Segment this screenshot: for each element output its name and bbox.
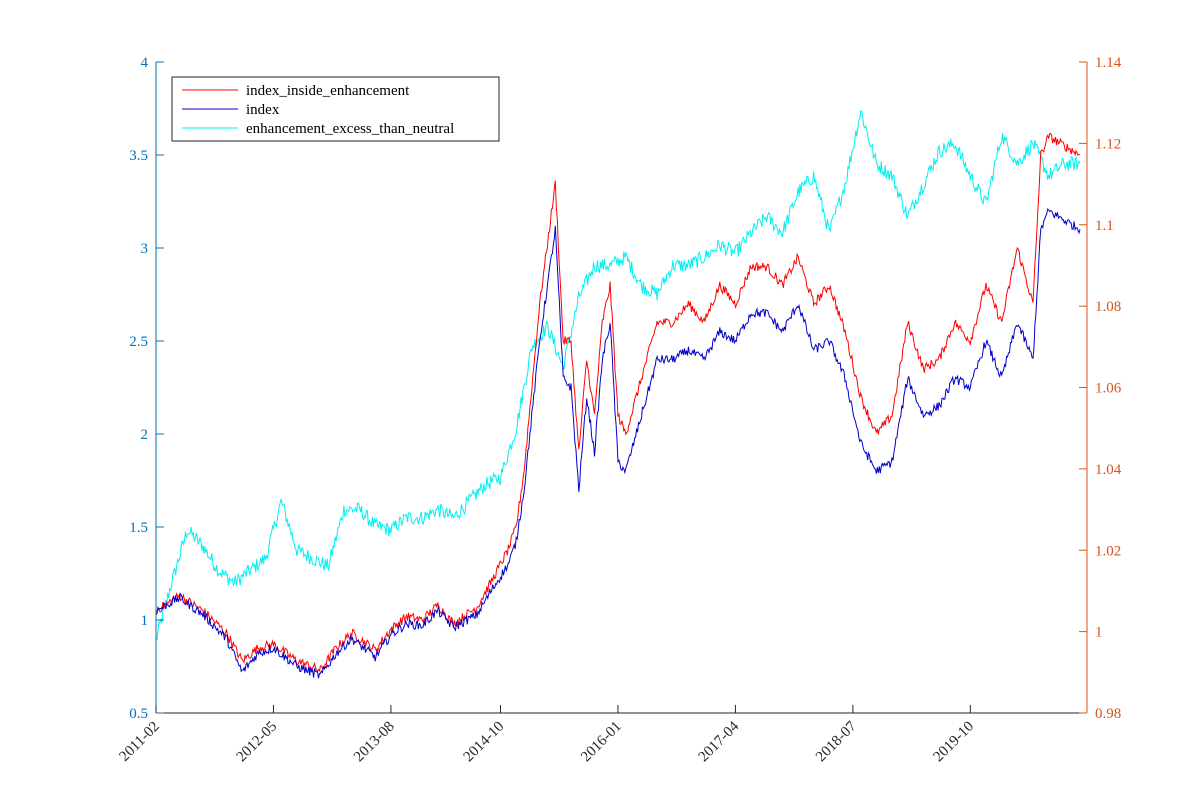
plot-lines	[155, 109, 1081, 679]
y-left-tick-label: 4	[141, 55, 149, 71]
y-right-tick-label: 1	[1095, 625, 1103, 641]
series-line-index_inside_enhancement	[155, 132, 1081, 672]
x-tick-label: 2017-04	[696, 718, 743, 765]
y-left-tick-label: 3	[141, 241, 149, 257]
legend-label: index_inside_enhancement	[246, 83, 410, 99]
legend-label: index	[246, 102, 280, 118]
x-tick-label: 2011-02	[117, 719, 163, 765]
x-tick-label: 2013-08	[351, 719, 398, 766]
y-left-tick-label: 2.5	[129, 334, 148, 350]
y-left-tick-label: 2	[141, 427, 149, 443]
y-right-tick-label: 1.06	[1095, 381, 1122, 397]
axes: 0.5 1 1.5 2 2.5 3 3.5 4 0.98 1 1.02 1.04 1.06 1.08 1.1…	[117, 55, 1122, 765]
y-right-tick-label: 1.12	[1095, 136, 1121, 152]
legend-label: enhancement_excess_than_neutral	[246, 121, 454, 137]
y-left-tick-label: 3.5	[129, 148, 148, 164]
y-left-tick-label: 1.5	[129, 520, 148, 536]
x-tick-label: 2014-10	[461, 719, 508, 766]
y-right-tick-label: 1.08	[1095, 299, 1121, 315]
y-left-tick-label: 1	[141, 613, 149, 629]
y-left-tick-label: 0.5	[129, 706, 148, 722]
y-right-tick-label: 0.98	[1095, 706, 1121, 722]
series-line-enhancement_excess_than_neutral	[155, 109, 1081, 641]
x-tick-label: 2019-10	[930, 719, 977, 766]
y-right-tick-label: 1.1	[1095, 218, 1114, 234]
y-right-tick-label: 1.14	[1095, 55, 1122, 71]
x-tick-label: 2018-07	[813, 718, 860, 765]
series-line-index	[155, 208, 1081, 679]
x-tick-label: 2016-01	[578, 719, 625, 766]
x-tick-label: 2012-05	[234, 719, 281, 766]
y-right-tick-label: 1.02	[1095, 543, 1121, 559]
y-right-tick-label: 1.04	[1095, 462, 1122, 478]
